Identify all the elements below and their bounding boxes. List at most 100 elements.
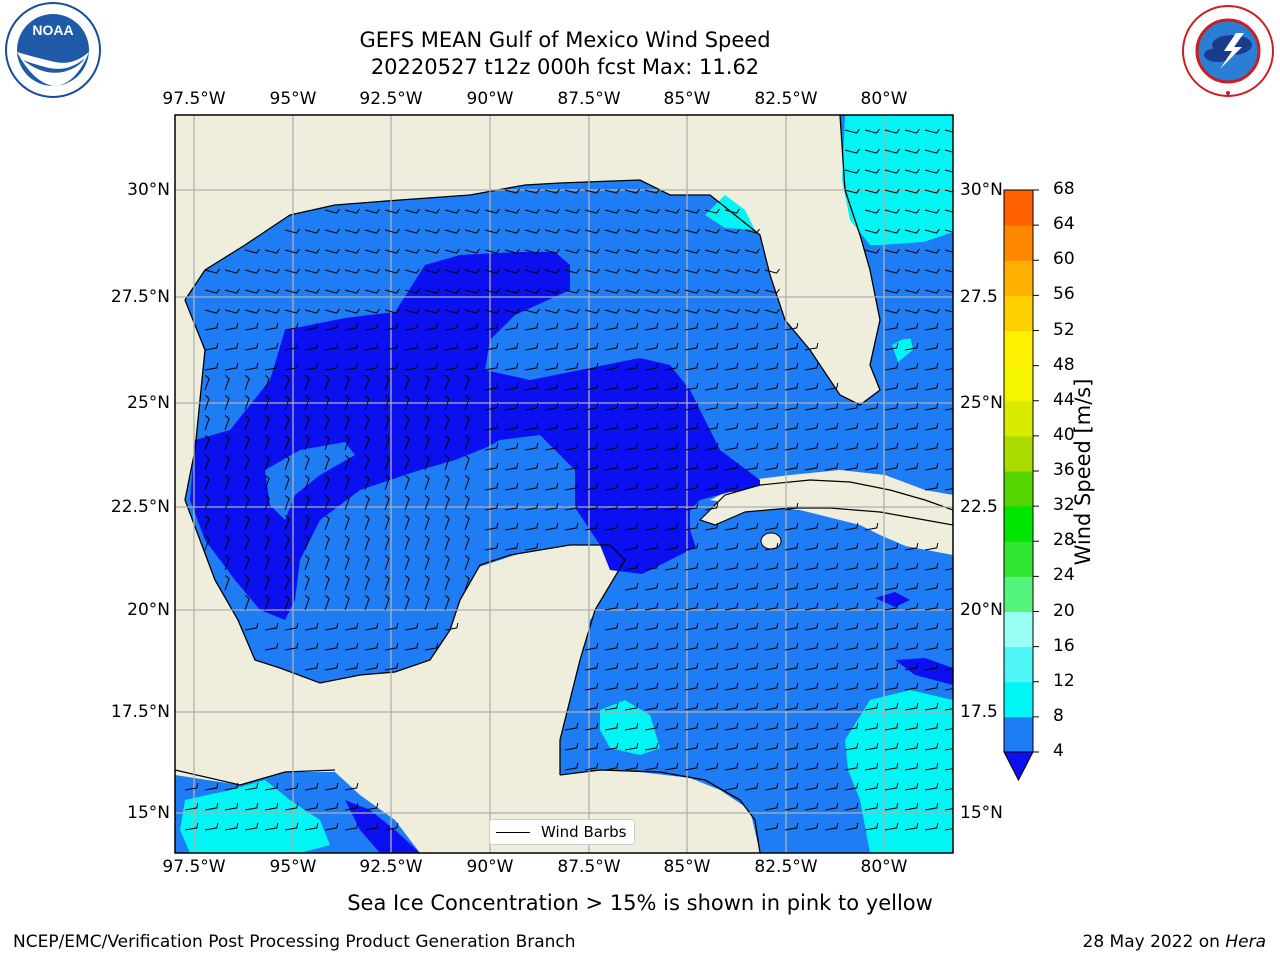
- wind-barb: [684, 268, 700, 274]
- wind-barb: [304, 435, 310, 451]
- wind-barb: [784, 702, 799, 711]
- wind-barb: [624, 422, 639, 431]
- wind-barb: [904, 362, 919, 371]
- wind-barb: [424, 322, 439, 331]
- wind-barb: [464, 495, 470, 511]
- wind-barb: [944, 628, 953, 631]
- wind-barb: [424, 248, 440, 254]
- wind-barb: [344, 288, 360, 294]
- wind-barb: [624, 248, 640, 254]
- wind-barb: [864, 602, 879, 611]
- wind-barb: [424, 642, 439, 651]
- wind-barb: [524, 522, 539, 531]
- wind-barb: [424, 415, 430, 431]
- wind-barb: [384, 228, 400, 234]
- wind-barb: [304, 308, 320, 314]
- wind-barb: [604, 642, 619, 651]
- wind-barb: [244, 322, 259, 331]
- wind-barb: [384, 515, 390, 531]
- wind-barb: [424, 228, 440, 234]
- wind-barb: [544, 208, 560, 214]
- wind-barb: [304, 228, 320, 234]
- wind-barb: [204, 375, 210, 391]
- wind-barb: [284, 595, 290, 611]
- colorbar-tick-label: 20: [1053, 600, 1075, 621]
- caribbean-low-wind: [895, 658, 953, 685]
- wind-barb: [364, 395, 370, 411]
- wind-barb: [384, 642, 399, 651]
- wind-barb: [764, 702, 779, 711]
- wind-barb: [284, 375, 290, 391]
- wind-barb: [344, 475, 350, 491]
- wind-barb: [684, 602, 699, 611]
- wind-barb: [804, 662, 819, 671]
- wind-barb: [884, 268, 900, 274]
- wind-barb: [664, 342, 679, 351]
- wind-barb: [904, 722, 919, 731]
- wind-barb: [544, 482, 559, 491]
- wind-barb: [564, 208, 580, 214]
- wind-barb: [424, 395, 430, 411]
- wind-barb: [944, 808, 953, 811]
- wind-barb: [424, 495, 430, 511]
- wind-barb: [704, 382, 719, 391]
- wind-barb: [324, 395, 330, 411]
- wind-barb: [924, 128, 940, 134]
- wind-barb: [524, 308, 540, 314]
- wind-barb: [344, 362, 359, 371]
- wind-barb: [204, 515, 210, 531]
- wind-barb: [704, 762, 719, 771]
- wind-barb: [624, 602, 639, 611]
- wind-barb: [464, 455, 470, 471]
- wind-barb: [824, 602, 839, 611]
- wind-barb: [724, 762, 739, 771]
- wind-barb: [244, 822, 259, 831]
- wind-barb: [924, 582, 939, 591]
- wind-barb: [464, 268, 480, 274]
- wind-barb: [264, 782, 279, 791]
- wind-barb: [864, 782, 879, 791]
- wind-barb: [284, 475, 290, 491]
- wind-barb: [504, 422, 519, 431]
- wind-barb: [424, 515, 430, 531]
- wind-barb: [584, 422, 599, 431]
- wind-barb: [944, 189, 953, 193]
- wind-barb: [904, 702, 919, 711]
- wind-barb: [684, 382, 699, 391]
- wind-barb: [704, 642, 719, 651]
- wind-barb: [724, 288, 740, 294]
- wind-barb: [644, 682, 659, 691]
- wind-barb: [324, 248, 340, 254]
- colorbar-tick-label: 28: [1053, 530, 1075, 551]
- wind-barb: [244, 362, 259, 371]
- wind-barb: [604, 208, 620, 214]
- wind-barb: [304, 475, 310, 491]
- wind-barb: [344, 375, 350, 391]
- wind-barb: [624, 622, 639, 631]
- wind-barb: [784, 402, 799, 411]
- wind-barb: [704, 308, 720, 314]
- wind-barb: [904, 188, 920, 194]
- wind-barb: [484, 482, 499, 491]
- wind-barb: [884, 682, 899, 691]
- wind-barb: [864, 722, 879, 731]
- wind-barb: [764, 602, 779, 611]
- wind-barb: [864, 188, 880, 194]
- wind-barb: [664, 562, 679, 571]
- wind-barb: [464, 555, 470, 571]
- wind-barb: [764, 308, 780, 314]
- wind-barb: [364, 322, 379, 331]
- wind-barb: [784, 622, 799, 631]
- wind-barb: [924, 168, 940, 174]
- wind-barb: [404, 395, 410, 411]
- wind-barb: [324, 288, 340, 294]
- wind-barb: [744, 582, 759, 591]
- wind-barb: [644, 382, 659, 391]
- wind-barb: [304, 375, 310, 391]
- wind-barb: [684, 482, 699, 491]
- wind-barb: [924, 402, 939, 411]
- wind-barb: [664, 682, 679, 691]
- wind-barb: [524, 502, 539, 511]
- wind-barb: [924, 362, 939, 371]
- wind-barb: [684, 542, 699, 551]
